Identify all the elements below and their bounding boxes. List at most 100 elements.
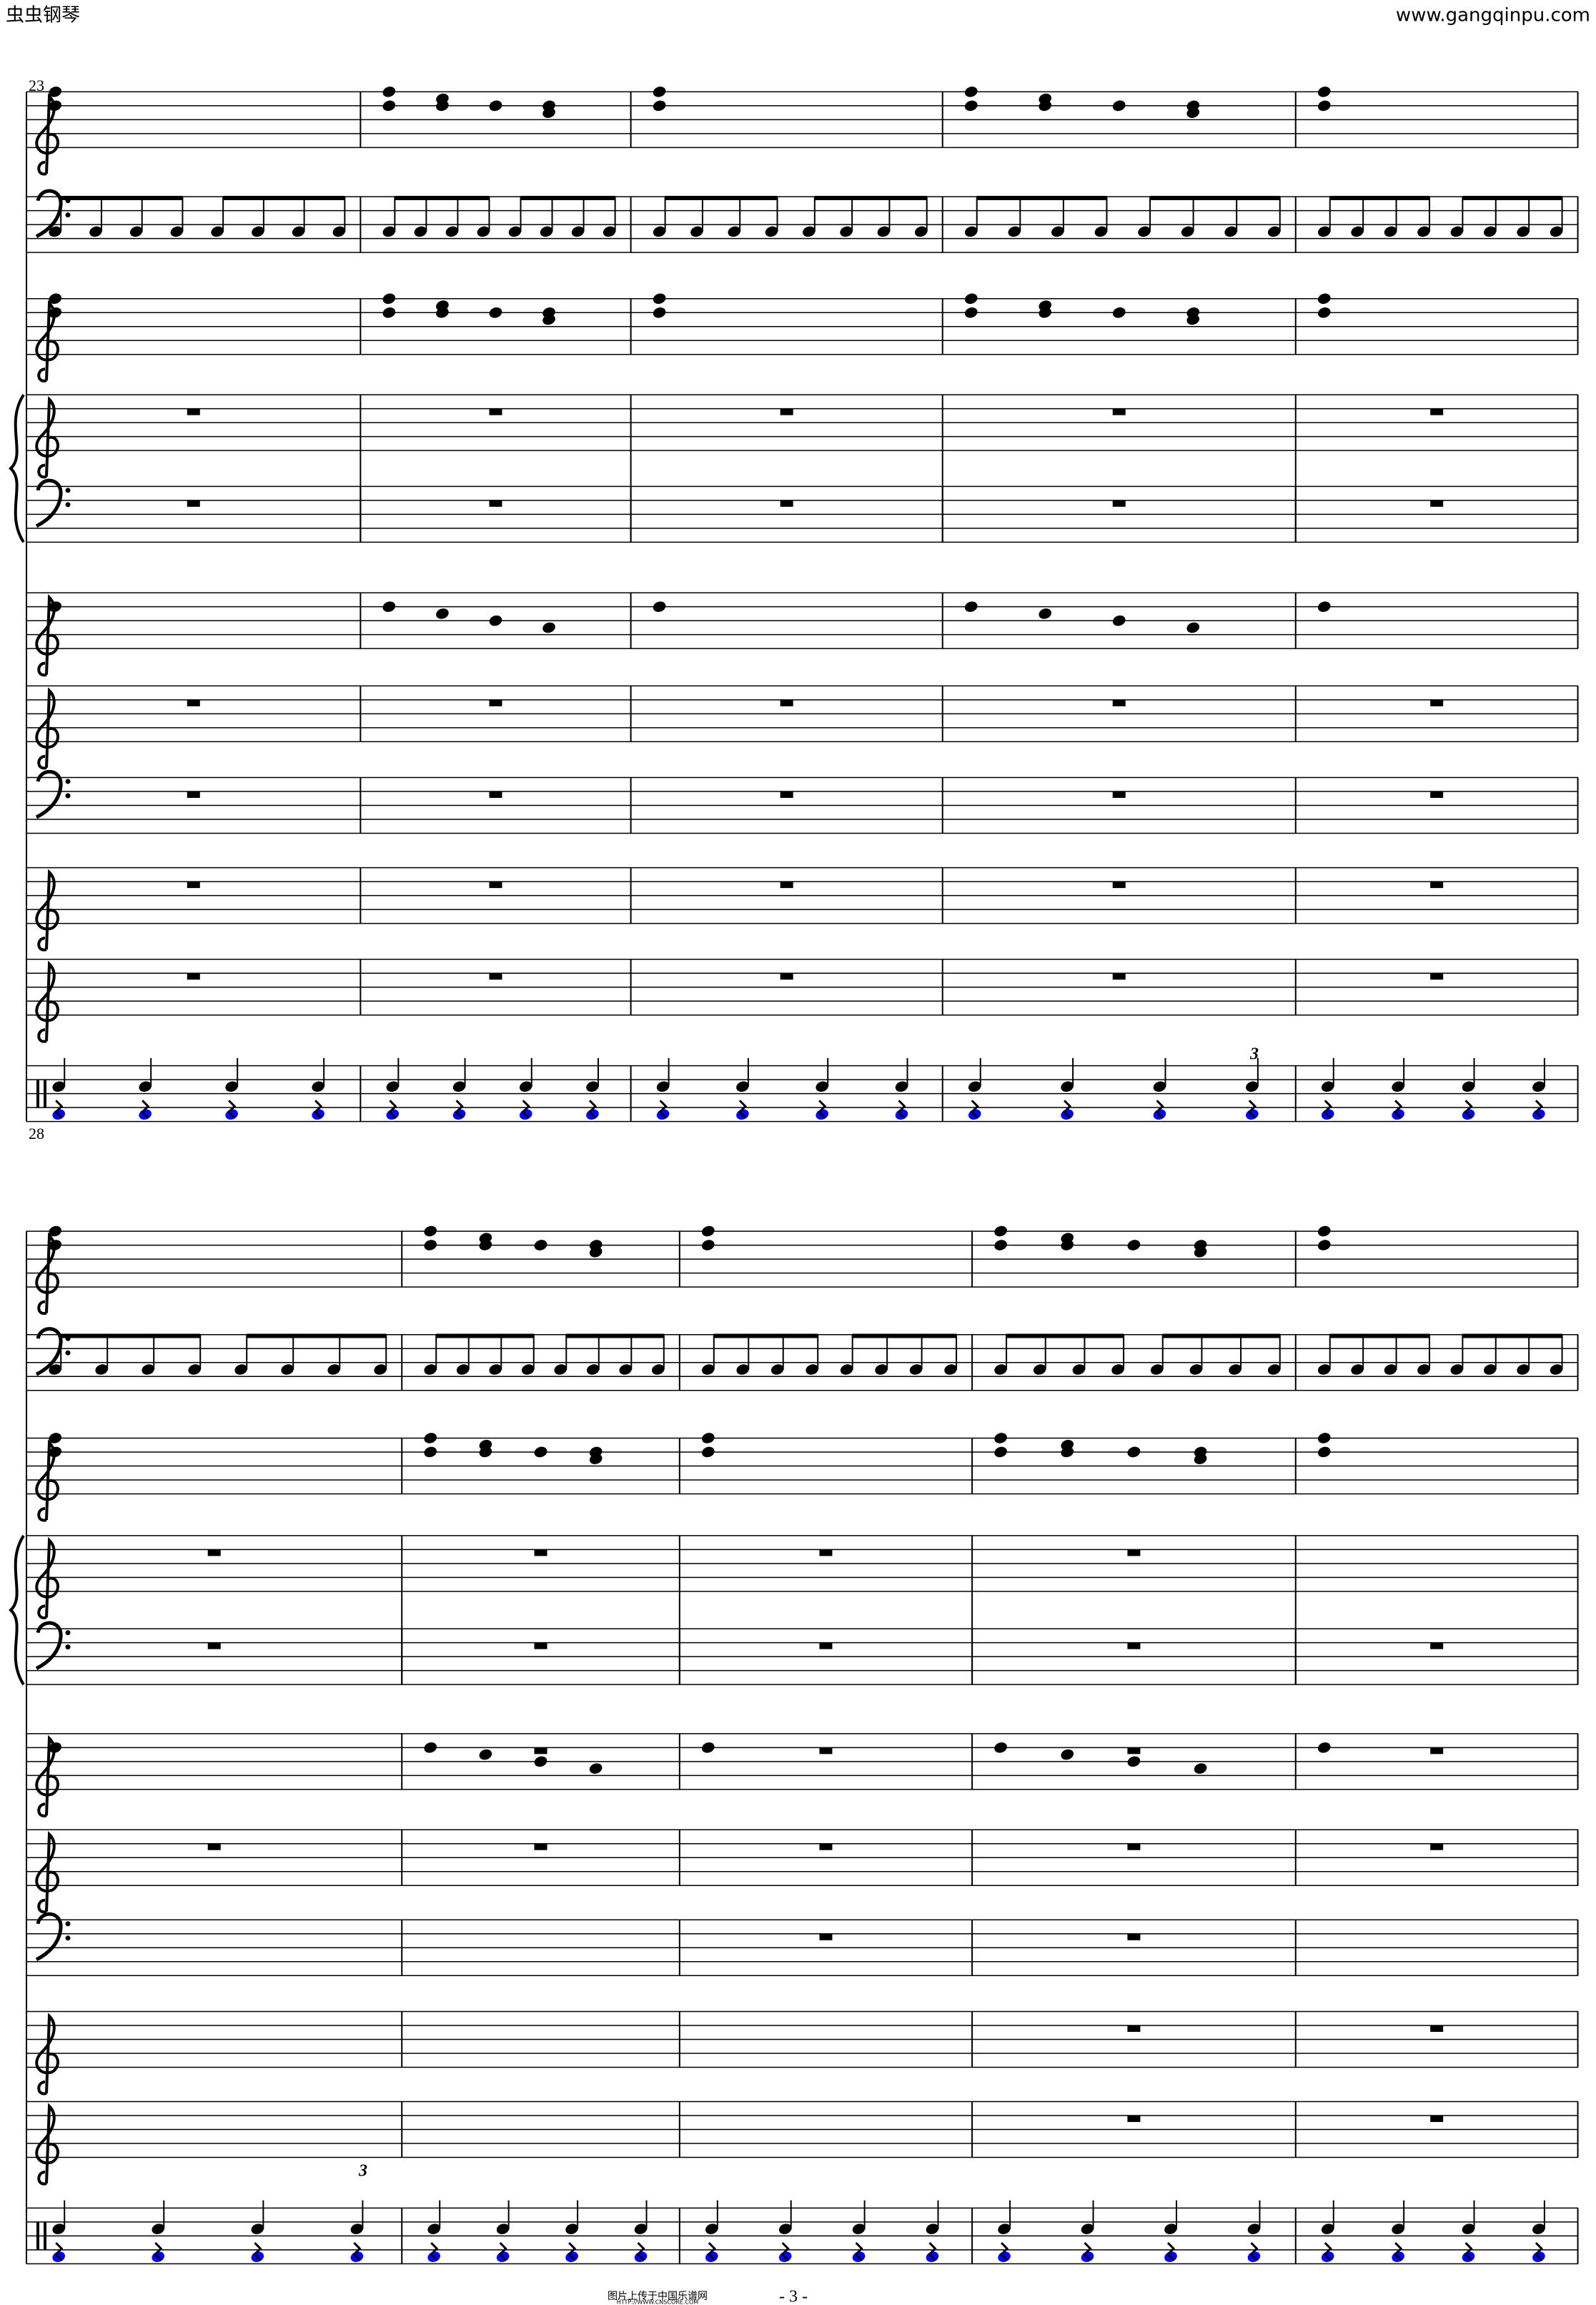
notehead — [1321, 2223, 1334, 2234]
notehead — [382, 307, 396, 318]
beam — [61, 195, 183, 200]
bass-clef-dot — [65, 793, 71, 799]
notehead — [571, 226, 585, 237]
beam — [665, 195, 778, 200]
notehead — [49, 1225, 61, 1237]
beam — [1329, 1333, 1429, 1338]
brace — [9, 394, 25, 543]
rest — [1394, 1100, 1403, 1119]
notehead — [142, 1364, 155, 1375]
notehead — [1392, 1081, 1404, 1092]
whole-rest — [489, 699, 502, 706]
notehead — [1392, 2223, 1404, 2234]
notehead — [382, 100, 396, 112]
whole-rest — [780, 408, 793, 415]
notehead — [332, 226, 346, 237]
bass-clef — [35, 1912, 63, 1962]
bass-clef-dot — [65, 1350, 71, 1356]
notehead — [1164, 2223, 1177, 2234]
rest — [1249, 2242, 1259, 2261]
percussion-clef — [44, 2221, 46, 2250]
rest — [430, 2242, 439, 2261]
rest — [521, 1100, 530, 1119]
notehead — [1051, 226, 1064, 237]
notehead — [877, 226, 891, 237]
measure-number: 23 — [29, 76, 44, 94]
rest — [658, 1100, 668, 1119]
notehead — [49, 1742, 61, 1753]
whole-rest — [1430, 1642, 1444, 1649]
bass-clef-dot — [65, 488, 71, 493]
notehead — [1450, 1364, 1464, 1375]
notehead — [479, 1446, 492, 1458]
notehead — [1039, 100, 1052, 112]
notehead — [994, 1433, 1007, 1443]
rest — [928, 2242, 937, 2261]
whole-rest — [1112, 791, 1126, 799]
rest — [1063, 1100, 1072, 1119]
notehead — [382, 87, 396, 97]
whole-rest — [534, 1843, 547, 1850]
notehead — [374, 1364, 387, 1375]
whole-rest — [1127, 1549, 1141, 1556]
notehead — [994, 1364, 1007, 1375]
notehead — [129, 226, 143, 237]
rest — [1394, 2242, 1403, 2261]
notehead — [1246, 1081, 1259, 1092]
notehead — [436, 608, 449, 619]
notehead — [477, 226, 490, 237]
notehead — [852, 2223, 866, 2234]
notehead — [736, 1081, 749, 1092]
whole-rest — [780, 699, 793, 706]
whole-rest — [207, 1549, 221, 1556]
notehead — [508, 226, 522, 237]
treble-clef — [35, 2103, 59, 2186]
notehead — [1384, 1364, 1397, 1375]
whole-rest — [534, 1642, 547, 1649]
treble-clef — [35, 687, 59, 770]
notehead — [350, 2223, 364, 2234]
notehead — [702, 1364, 715, 1375]
rest — [780, 2242, 790, 2261]
notehead — [49, 1446, 61, 1458]
notehead — [489, 1364, 502, 1375]
beam — [1329, 195, 1429, 200]
source-url: HTTP://WWW.CNSCORE.COM — [617, 2299, 698, 2305]
whole-rest — [1112, 882, 1126, 889]
notehead — [964, 226, 978, 237]
notehead — [736, 1364, 750, 1375]
whole-rest — [780, 973, 793, 980]
notehead — [1229, 1364, 1241, 1375]
notehead — [170, 226, 184, 237]
notehead — [589, 1763, 603, 1774]
whole-rest — [1430, 408, 1444, 415]
treble-clef — [35, 869, 59, 952]
notehead — [1061, 1081, 1074, 1092]
rest — [1464, 2242, 1473, 2261]
notehead — [479, 1240, 492, 1250]
notehead — [49, 601, 61, 612]
notehead — [1483, 226, 1497, 237]
notehead — [1317, 226, 1331, 237]
notehead — [926, 2223, 939, 2234]
notehead — [542, 100, 555, 112]
notehead — [49, 293, 61, 305]
whole-rest — [489, 882, 502, 889]
notehead — [964, 293, 978, 305]
notehead — [1194, 1763, 1207, 1774]
whole-rest — [1430, 1843, 1444, 1850]
notehead — [1384, 226, 1397, 237]
notehead — [994, 1742, 1007, 1753]
notehead — [456, 1364, 470, 1375]
rest — [970, 1100, 979, 1119]
bass-clef-dot — [65, 212, 71, 218]
whole-rest — [819, 1549, 833, 1556]
treble-clef — [35, 960, 59, 1043]
notehead — [652, 1364, 665, 1375]
whole-rest — [1430, 699, 1444, 706]
bass-clef-dot — [65, 779, 71, 784]
notehead — [534, 1446, 547, 1458]
notehead — [1127, 1756, 1141, 1767]
whole-rest — [187, 791, 200, 799]
notehead — [211, 226, 224, 237]
